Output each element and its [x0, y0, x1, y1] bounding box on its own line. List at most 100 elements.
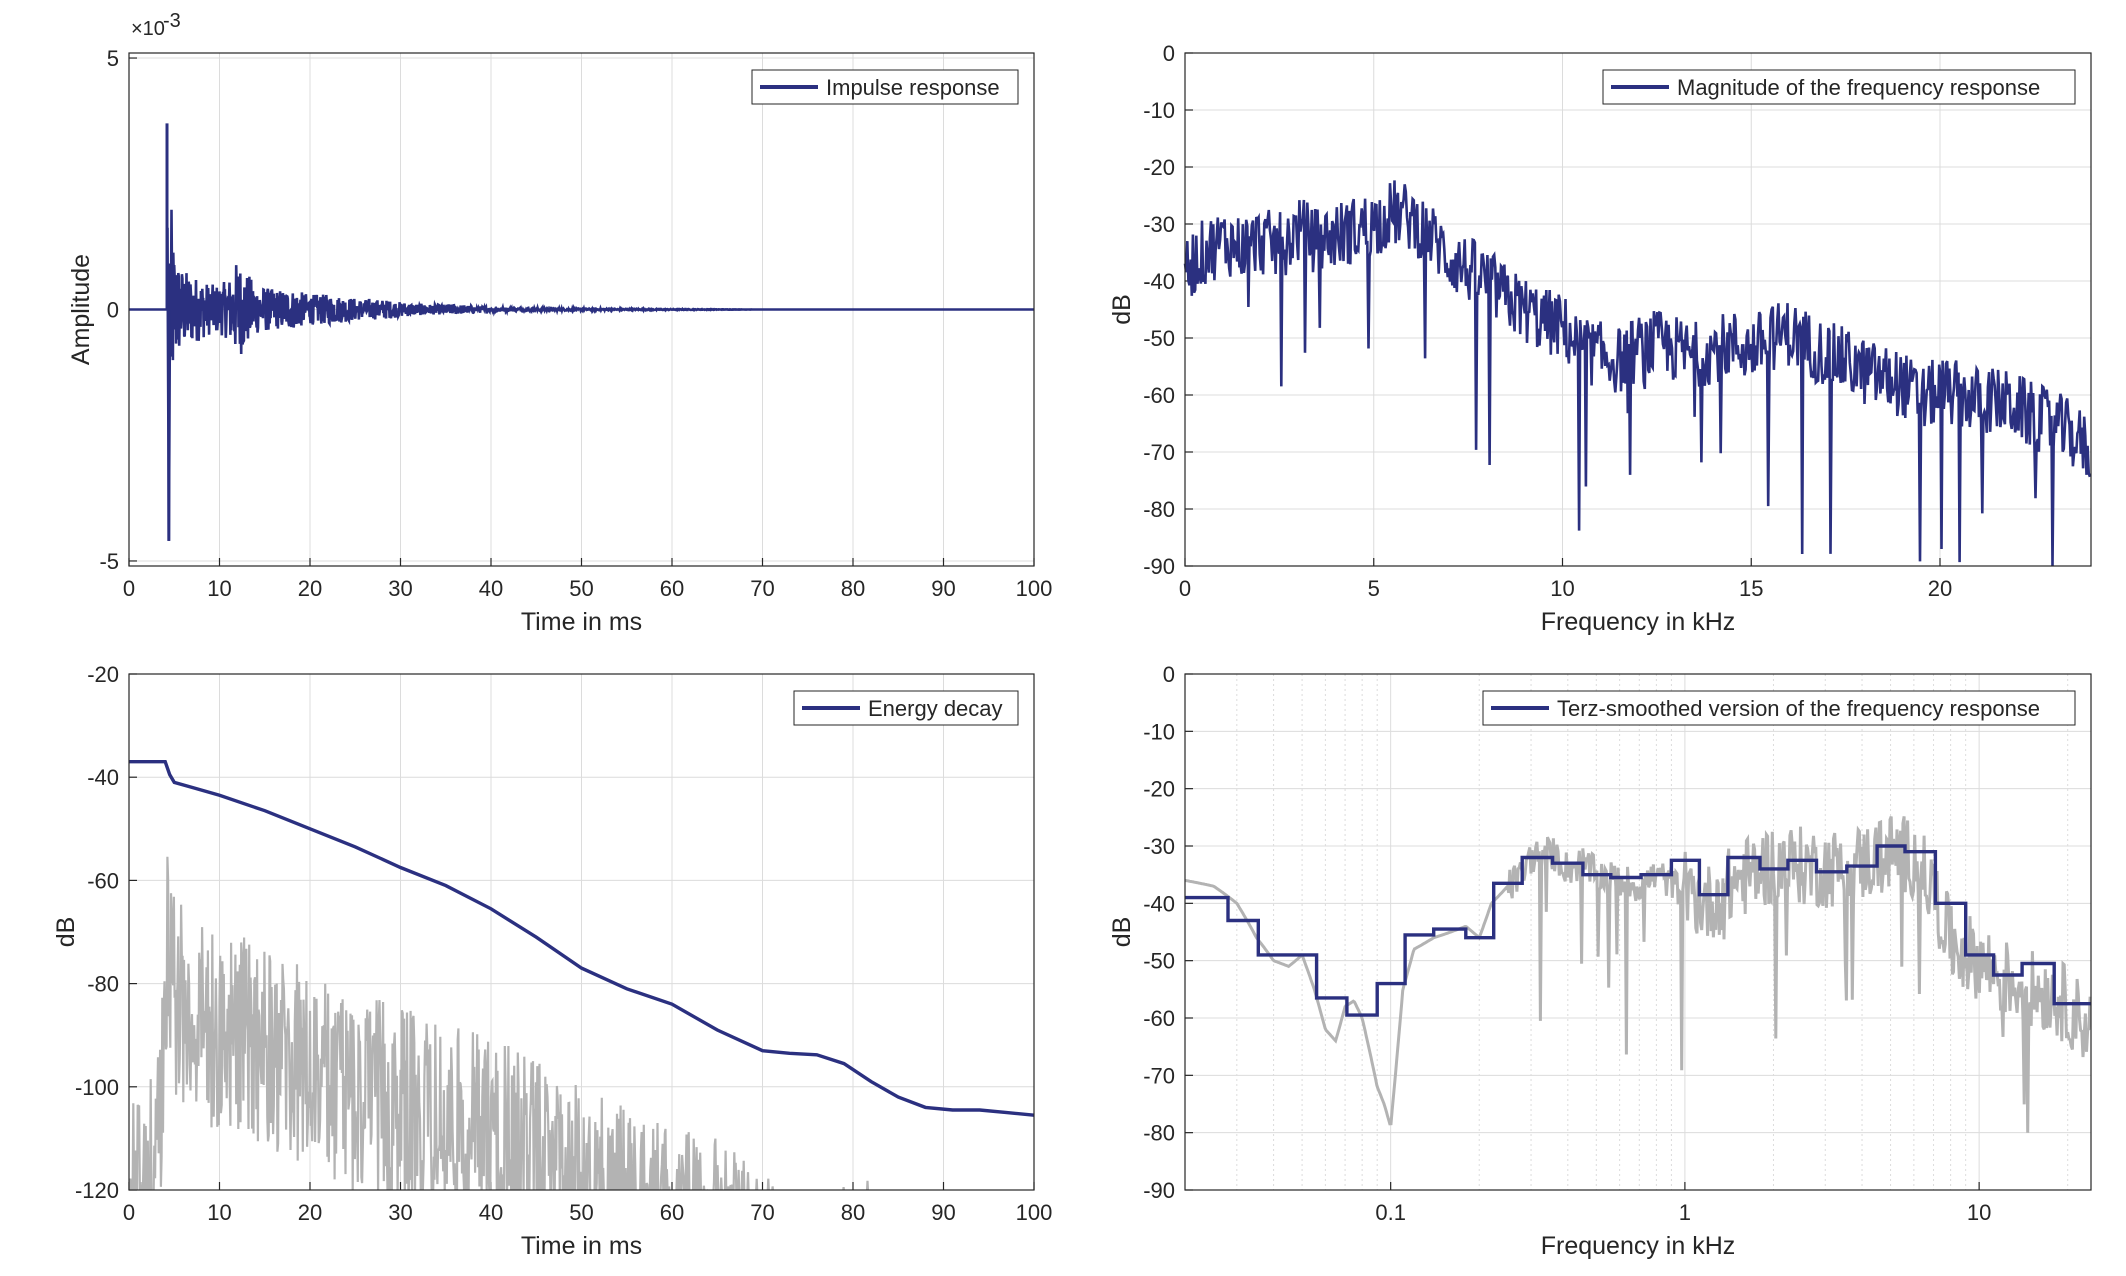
axes-frame: [1184, 52, 2092, 567]
y-exponent-label: ×10: [131, 18, 165, 40]
y-tick-label: 0: [1163, 662, 1175, 687]
energy-envelope-line: [129, 856, 870, 1190]
x-tick-label: 30: [388, 576, 412, 601]
y-exponent-power: -3: [163, 10, 181, 32]
x-tick-label: 10: [1550, 576, 1574, 601]
axes-frame: [128, 673, 1035, 1191]
y-axis: 0 -10 -20 -30 -40 -50 -60 -70 -80 -90: [1143, 662, 1193, 1203]
x-tick-label: 90: [931, 576, 955, 601]
unsmoothed-response-line: [1184, 815, 2092, 1133]
x-axis: 0 10 20 30 40 50 60 70 80 90 100: [123, 1182, 1052, 1225]
y-axis: -20 -40 -60 -80 -100 -120: [75, 662, 137, 1203]
legend-box: [1482, 690, 2076, 726]
axes-frame: [128, 52, 1035, 567]
y-tick-label: -40: [1143, 269, 1175, 294]
y-tick-label: -10: [1143, 719, 1175, 744]
y-tick-label: -60: [1143, 1006, 1175, 1031]
x-tick-label: 20: [298, 576, 322, 601]
x-tick-label: 0: [1179, 576, 1191, 601]
magnitude-line: [1183, 180, 2092, 567]
y-tick-label: -20: [1143, 777, 1175, 802]
x-axis-label: Frequency in kHz: [1541, 1232, 1736, 1260]
x-axis-label: Time in ms: [521, 608, 642, 636]
legend-label: Terz-smoothed version of the frequency r…: [1557, 696, 2040, 721]
x-axis: 0.1 1 10: [1375, 1182, 1991, 1225]
y-axis-label: dB: [1108, 917, 1136, 948]
y-tick-label: -90: [1143, 1178, 1175, 1203]
x-axis-label: Time in ms: [521, 1232, 642, 1260]
x-tick-label: 100: [1016, 576, 1053, 601]
x-tick-label: 0: [123, 1200, 135, 1225]
x-tick-label: 70: [750, 1200, 774, 1225]
y-axis: -5 0 5 ×10-3: [99, 10, 180, 574]
y-tick-label: -5: [99, 549, 119, 574]
x-tick-label: 70: [750, 576, 774, 601]
y-tick-label: -20: [87, 662, 119, 687]
panel-4: 0.1 1 10 0 -10 -20 -30 -40 -50 -60 -70 -80 -90 Freque…: [1108, 662, 2091, 1260]
plot-area: [1185, 674, 2091, 1190]
y-tick-label: -70: [1143, 1063, 1175, 1088]
y-tick-label: -80: [1143, 1121, 1175, 1146]
y-tick-label: -60: [87, 868, 119, 893]
x-tick-label: 40: [479, 1200, 503, 1225]
energy-decay-line: [129, 760, 1035, 1117]
y-tick-label: -40: [87, 765, 119, 790]
legend-label: Energy decay: [868, 696, 1003, 721]
x-tick-label: 10: [1967, 1200, 1991, 1225]
x-tick-label: 80: [841, 1200, 865, 1225]
x-axis-label: Frequency in kHz: [1541, 608, 1736, 636]
legend: Impulse response: [751, 69, 1019, 105]
legend-label: Magnitude of the frequency response: [1677, 75, 2040, 100]
impulse-response-line: [129, 209, 1034, 541]
y-tick-label: -70: [1143, 440, 1175, 465]
y-axis-label: dB: [1108, 294, 1136, 325]
x-axis: 0 10 20 30 40 50 60 70 80 90 100: [123, 558, 1052, 601]
x-tick-label: 50: [569, 576, 593, 601]
y-tick-label: 0: [107, 298, 119, 323]
y-tick-label: -50: [1143, 326, 1175, 351]
y-tick-label: -10: [1143, 98, 1175, 123]
x-tick-label: 15: [1739, 576, 1763, 601]
y-tick-label: -20: [1143, 155, 1175, 180]
y-axis-label: Amplitude: [67, 254, 95, 365]
legend-box: [1602, 69, 2076, 105]
x-tick-label: 20: [1928, 576, 1952, 601]
x-tick-label: 60: [660, 576, 684, 601]
panel-2: 0 5 10 15 20 0 -10 -20 -30 -40 -50 -60 -70 -80 -90 Freq…: [1108, 41, 2091, 636]
x-tick-label: 20: [298, 1200, 322, 1225]
y-tick-label: 0: [1163, 41, 1175, 66]
x-tick-label: 80: [841, 576, 865, 601]
x-tick-label: 10: [207, 1200, 231, 1225]
x-axis: 0 5 10 15 20: [1179, 558, 1952, 601]
x-tick-label: 1: [1679, 1200, 1691, 1225]
y-tick-label: -80: [1143, 497, 1175, 522]
y-tick-label: -60: [1143, 383, 1175, 408]
legend: Magnitude of the frequency response: [1602, 69, 2076, 105]
y-tick-label: -100: [75, 1075, 119, 1100]
x-tick-label: 90: [931, 1200, 955, 1225]
legend: Energy decay: [793, 690, 1019, 726]
axes-frame: [1184, 673, 2092, 1191]
y-tick-label: -120: [75, 1178, 119, 1203]
x-tick-label: 0.1: [1375, 1200, 1406, 1225]
x-tick-label: 0: [123, 576, 135, 601]
x-tick-label: 100: [1016, 1200, 1053, 1225]
y-tick-label: -50: [1143, 949, 1175, 974]
x-tick-label: 30: [388, 1200, 412, 1225]
y-tick-label: -30: [1143, 212, 1175, 237]
terz-smoothed-line: [1185, 844, 2091, 1017]
y-tick-label: -80: [87, 972, 119, 997]
y-tick-label: -40: [1143, 891, 1175, 916]
y-tick-label: 5: [107, 46, 119, 71]
x-tick-label: 10: [207, 576, 231, 601]
x-tick-label: 60: [660, 1200, 684, 1225]
y-axis: 0 -10 -20 -30 -40 -50 -60 -70 -80 -90: [1143, 41, 1193, 579]
y-tick-label: -90: [1143, 554, 1175, 579]
y-tick-label: -30: [1143, 834, 1175, 859]
x-tick-label: 40: [479, 576, 503, 601]
legend: Terz-smoothed version of the frequency r…: [1482, 690, 2076, 726]
panel-3: 0 10 20 30 40 50 60 70 80 90 100 -20 -40 -60 -80 -100 -1…: [52, 662, 1052, 1260]
x-tick-label: 50: [569, 1200, 593, 1225]
legend-label: Impulse response: [826, 75, 1000, 100]
